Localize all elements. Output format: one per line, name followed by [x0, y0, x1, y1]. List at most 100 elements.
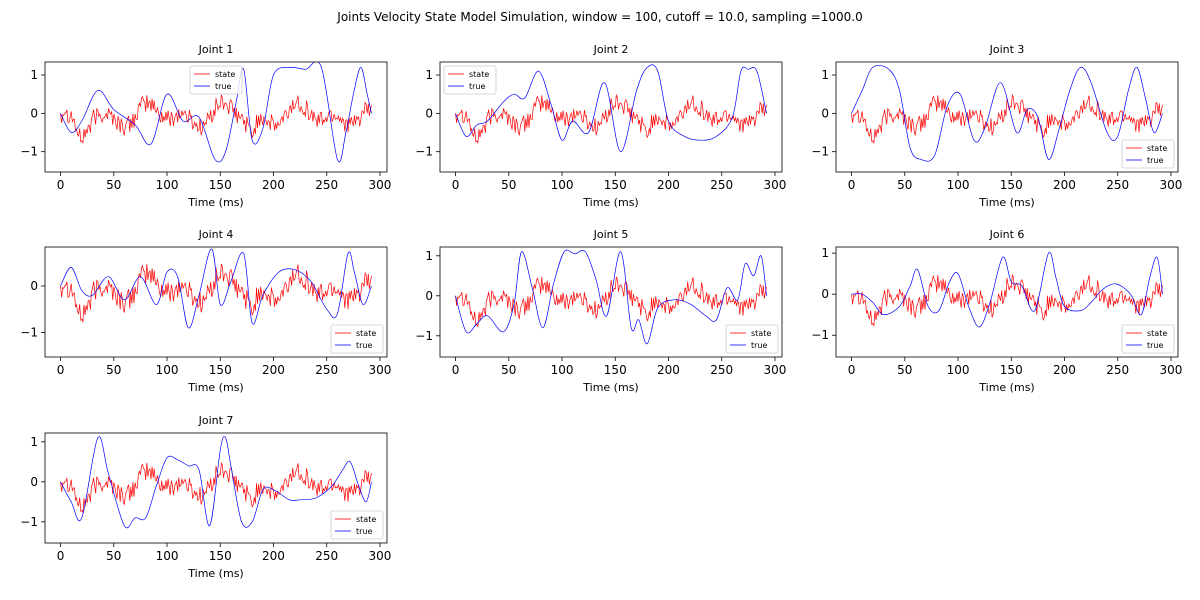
- subplot-title: Joint 2: [593, 43, 629, 56]
- x-tick-label: 0: [452, 178, 460, 192]
- subplot-joint-5: Joint 5 0 50 100 150 200 250 300 −1 0 1 Time (ms) st…: [415, 228, 786, 394]
- subplot-title: Joint 7: [198, 414, 234, 427]
- x-axis-label: Time (ms): [978, 196, 1034, 209]
- legend-label-state: state: [751, 329, 771, 338]
- y-tick-label: 0: [821, 287, 829, 301]
- legend-label-true: true: [356, 341, 372, 350]
- x-tick-label: 250: [1106, 178, 1129, 192]
- x-tick-label: 200: [262, 363, 285, 377]
- x-tick-label: 250: [315, 549, 338, 563]
- y-tick-label: 1: [821, 68, 829, 82]
- x-tick-label: 100: [156, 363, 179, 377]
- axes-frame: [44, 432, 388, 544]
- legend-box: [1121, 139, 1175, 169]
- legend: state true: [189, 65, 243, 95]
- subplot-joint-3: Joint 3 0 50 100 150 200 250 300 −1 0 1 Time (ms) st…: [811, 43, 1182, 209]
- legend-label-state: state: [1147, 144, 1167, 153]
- x-axis-label: Time (ms): [582, 381, 638, 394]
- x-tick-label: 150: [1000, 178, 1023, 192]
- legend: state true: [443, 65, 497, 95]
- y-tick-label: 1: [425, 68, 433, 82]
- x-tick-label: 250: [710, 178, 733, 192]
- subplot-title: Joint 6: [989, 228, 1025, 241]
- series-state-line: [60, 93, 372, 144]
- series-state-line: [455, 276, 767, 328]
- y-tick-label: 0: [30, 279, 38, 293]
- x-tick-label: 50: [501, 363, 516, 377]
- subplot-joint-4: Joint 4 0 50 100 150 200 250 300 −1 0 Time (ms) sta…: [20, 228, 391, 394]
- y-tick-label: −1: [415, 145, 433, 159]
- legend-label-state: state: [356, 329, 376, 338]
- legend-box: [443, 65, 497, 95]
- legend: state true: [1121, 139, 1175, 169]
- series-state-line: [455, 93, 767, 144]
- x-tick-label: 150: [209, 363, 232, 377]
- x-tick-label: 300: [369, 363, 392, 377]
- x-tick-label: 300: [369, 178, 392, 192]
- axes-frame: [439, 61, 783, 173]
- legend-label-true: true: [751, 341, 767, 350]
- subplot-joint-1: Joint 1 0 50 100 150 200 250 300 −1 0 1 Time (ms) st…: [20, 43, 391, 209]
- subplot-title: Joint 5: [593, 228, 629, 241]
- series-true-line: [851, 65, 1163, 162]
- series-true-line: [851, 251, 1163, 328]
- y-tick-label: 1: [30, 435, 38, 449]
- legend-label-true: true: [1147, 341, 1163, 350]
- series-state-line: [851, 93, 1163, 144]
- legend-label-true: true: [469, 82, 485, 91]
- subplot-title: Joint 4: [198, 228, 234, 241]
- y-tick-label: −1: [415, 329, 433, 343]
- x-tick-label: 0: [848, 363, 856, 377]
- axes-frame: [44, 61, 388, 173]
- subplot-title: Joint 3: [989, 43, 1025, 56]
- subplot-joint-6: Joint 6 0 50 100 150 200 250 300 −1 0 1 Time (ms) st…: [811, 228, 1182, 394]
- series-true-line: [455, 64, 767, 153]
- legend: state true: [725, 324, 779, 354]
- x-tick-label: 200: [657, 363, 680, 377]
- x-tick-label: 50: [501, 178, 516, 192]
- y-tick-label: 0: [425, 289, 433, 303]
- y-tick-label: 1: [30, 68, 38, 82]
- y-tick-label: −1: [811, 328, 829, 342]
- legend: state true: [330, 324, 384, 354]
- x-tick-label: 150: [604, 363, 627, 377]
- y-tick-label: 0: [425, 106, 433, 120]
- series-true-line: [60, 248, 372, 329]
- x-tick-label: 300: [764, 178, 787, 192]
- axes-frame: [835, 61, 1179, 173]
- figure-title: Joints Velocity State Model Simulation, …: [337, 10, 863, 24]
- x-axis-label: Time (ms): [582, 196, 638, 209]
- x-tick-label: 50: [106, 178, 121, 192]
- legend: state true: [1121, 324, 1175, 354]
- x-tick-label: 0: [452, 363, 460, 377]
- x-tick-label: 100: [551, 178, 574, 192]
- x-tick-label: 300: [369, 549, 392, 563]
- legend-label-state: state: [469, 70, 489, 79]
- x-tick-label: 300: [1160, 178, 1183, 192]
- y-tick-label: 1: [821, 246, 829, 260]
- x-tick-label: 150: [1000, 363, 1023, 377]
- y-tick-label: −1: [20, 325, 38, 339]
- x-tick-label: 250: [710, 363, 733, 377]
- legend-box: [189, 65, 243, 95]
- x-tick-label: 100: [947, 363, 970, 377]
- y-tick-label: 0: [821, 106, 829, 120]
- legend-box: [330, 510, 384, 540]
- x-tick-label: 100: [156, 178, 179, 192]
- x-tick-label: 0: [57, 549, 65, 563]
- legend-label-true: true: [215, 82, 231, 91]
- x-tick-label: 100: [947, 178, 970, 192]
- legend-box: [1121, 324, 1175, 354]
- y-tick-label: −1: [811, 145, 829, 159]
- series-true-line: [455, 249, 767, 345]
- x-tick-label: 300: [1160, 363, 1183, 377]
- series-state-line: [60, 462, 372, 514]
- x-tick-label: 0: [57, 178, 65, 192]
- subplot-joint-2: Joint 2 0 50 100 150 200 250 300 −1 0 1 Time (ms) st…: [415, 43, 786, 209]
- x-tick-label: 250: [315, 363, 338, 377]
- x-tick-label: 50: [106, 549, 121, 563]
- x-tick-label: 200: [262, 178, 285, 192]
- x-tick-label: 250: [315, 178, 338, 192]
